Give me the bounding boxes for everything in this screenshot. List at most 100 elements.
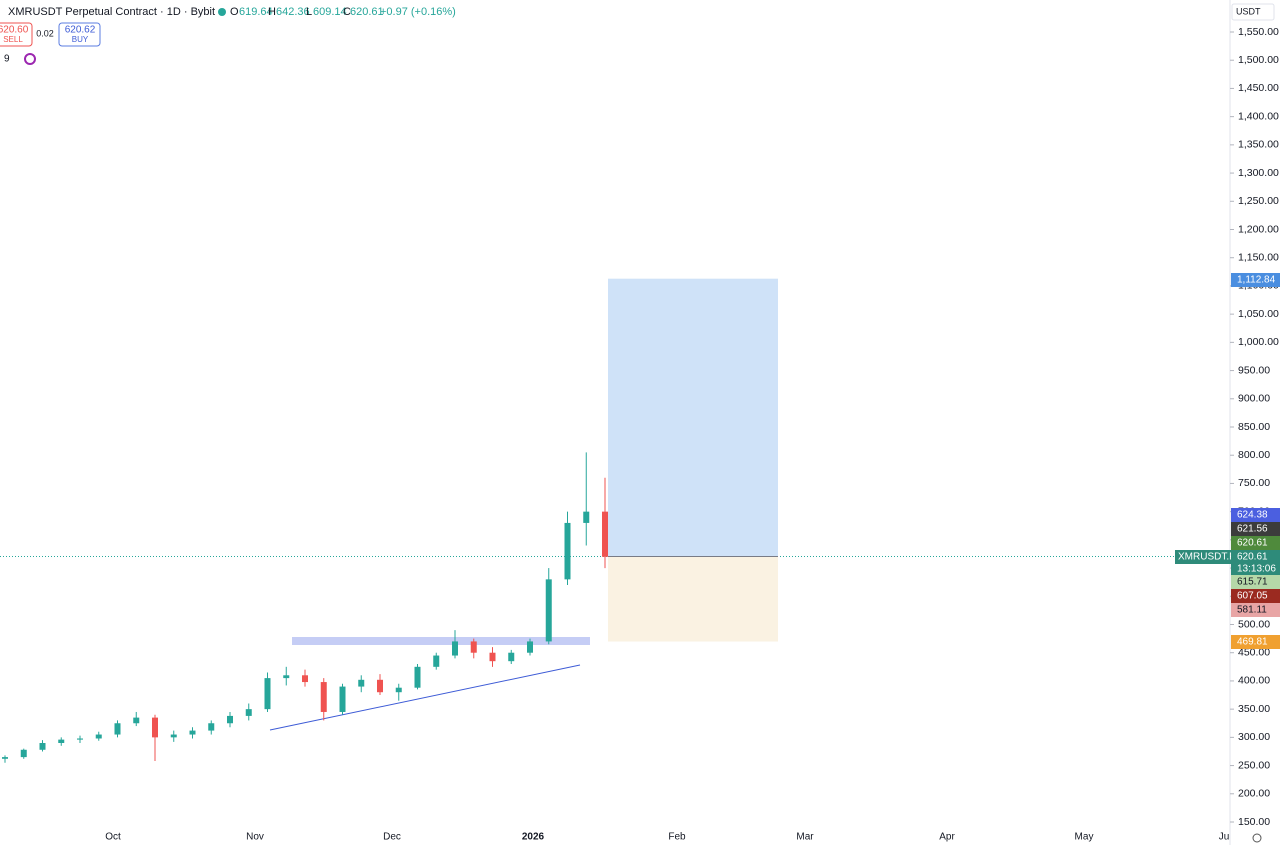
y-tick-label: 1,450.00 (1238, 82, 1279, 94)
candle-body (152, 717, 158, 738)
ohlc-change: +0.97 (+0.16%) (380, 6, 456, 18)
buy-label: BUY (72, 35, 89, 44)
y-tick-label: 1,200.00 (1238, 223, 1279, 235)
price-tag-bg (1231, 536, 1280, 550)
candle-body (170, 734, 177, 738)
currency-button[interactable] (1231, 3, 1275, 21)
candle-body (189, 730, 196, 735)
y-tick-label: 300.00 (1238, 731, 1270, 743)
candle-body (133, 717, 140, 724)
trend-line (269, 664, 581, 731)
candle-body (414, 666, 421, 688)
candle-body (545, 579, 552, 642)
candle-body (602, 511, 608, 557)
price-tag-bg (1231, 522, 1280, 536)
candle-body (339, 686, 346, 712)
y-tick-label: 1,250.00 (1238, 195, 1279, 207)
time-label: Apr (939, 832, 955, 843)
y-tick-label: 1,300.00 (1238, 167, 1279, 179)
price-tag: 615.71 (1237, 577, 1268, 588)
countdown: 13:13:06 (1237, 564, 1276, 575)
candle-body (583, 511, 590, 523)
time-label: Feb (668, 832, 686, 843)
price-tag-bg (1231, 575, 1280, 589)
y-tick-label: 450.00 (1238, 646, 1270, 658)
price-tag-bg (1231, 273, 1280, 287)
sell-price: 620.60 (0, 25, 29, 36)
ohlc-h-value: 642.36 (276, 6, 310, 18)
time-label: Nov (246, 832, 264, 843)
y-tick-label: 950.00 (1238, 364, 1270, 376)
ohlc-c: C (343, 6, 351, 18)
candle-body (527, 641, 533, 653)
candle-body (283, 675, 290, 679)
price-tag-bg (1231, 550, 1280, 576)
settings-icon[interactable] (1252, 833, 1262, 843)
price-tag-bg (1231, 635, 1280, 649)
ohlc-l: L (306, 6, 312, 18)
price-tag: 581.11 (1237, 605, 1267, 616)
candle-body (2, 757, 8, 759)
candle-body (264, 678, 271, 710)
y-tick-label: 500.00 (1238, 618, 1270, 630)
indicator-icon[interactable] (24, 53, 36, 65)
target-zone (608, 278, 778, 557)
ohlc-c-value: 620.61 (350, 6, 384, 18)
price-tag: 620.61 (1237, 552, 1268, 563)
price-tag: 624.38 (1237, 510, 1268, 521)
time-label: Ju (1219, 832, 1230, 843)
ohlc-l-value: 609.14 (313, 6, 347, 18)
candle-body (245, 709, 252, 716)
stop-zone (608, 556, 778, 642)
price-tag-bg (1231, 603, 1280, 617)
candle-body (377, 679, 383, 693)
ohlc-o: O (230, 6, 239, 18)
time-label: 2026 (522, 832, 545, 843)
y-tick-label: 1,550.00 (1238, 26, 1279, 38)
candle-body (302, 675, 308, 683)
candle-body (564, 522, 571, 580)
candle-body (95, 734, 102, 739)
candle-body (227, 715, 233, 724)
time-label: Mar (796, 832, 814, 843)
candle-body (58, 739, 65, 743)
spread: 0.02 (36, 28, 54, 38)
symbol-tag-label: XMRUSDT.P (1178, 552, 1236, 563)
candle-body (39, 743, 46, 750)
ohlc-h: H (268, 6, 276, 18)
y-tick-label: 850.00 (1238, 421, 1270, 433)
time-label: Dec (383, 832, 401, 843)
y-tick-label: 1,000.00 (1238, 336, 1279, 348)
candle-body (358, 679, 365, 687)
indicator-count: 9 (4, 54, 10, 65)
y-tick-label: 1,500.00 (1238, 54, 1279, 66)
symbol-tag (1175, 550, 1231, 564)
y-tick-label: 350.00 (1238, 703, 1270, 715)
price-tag: 1,112.84 (1237, 275, 1276, 286)
buy-button[interactable] (58, 22, 101, 47)
y-tick-label: 1,400.00 (1238, 110, 1279, 122)
y-tick-label: 750.00 (1238, 477, 1270, 489)
symbol-title: XMRUSDT Perpetual Contract · 1D · Bybit (8, 6, 215, 18)
candle-body (508, 652, 515, 662)
candle-body (77, 738, 83, 740)
buy-price: 620.62 (65, 25, 96, 36)
sell-label: SELL (3, 35, 23, 44)
time-label: May (1075, 832, 1094, 843)
candle-body (433, 655, 440, 667)
y-tick-label: 1,350.00 (1238, 139, 1279, 151)
ohlc-o-value: 619.64 (239, 6, 273, 18)
y-tick-label: 150.00 (1238, 816, 1270, 828)
zone-highlight (292, 637, 590, 645)
candle-body (489, 652, 496, 662)
candle-body (470, 641, 477, 653)
y-tick-label: 400.00 (1238, 675, 1270, 687)
y-tick-label: 1,150.00 (1238, 251, 1279, 263)
price-tag-bg (1231, 508, 1280, 522)
sell-button[interactable] (0, 22, 33, 47)
y-tick-label: 800.00 (1238, 449, 1270, 461)
y-tick-label: 200.00 (1238, 788, 1270, 800)
candle-body (452, 641, 458, 656)
y-tick-label: 250.00 (1238, 759, 1270, 771)
